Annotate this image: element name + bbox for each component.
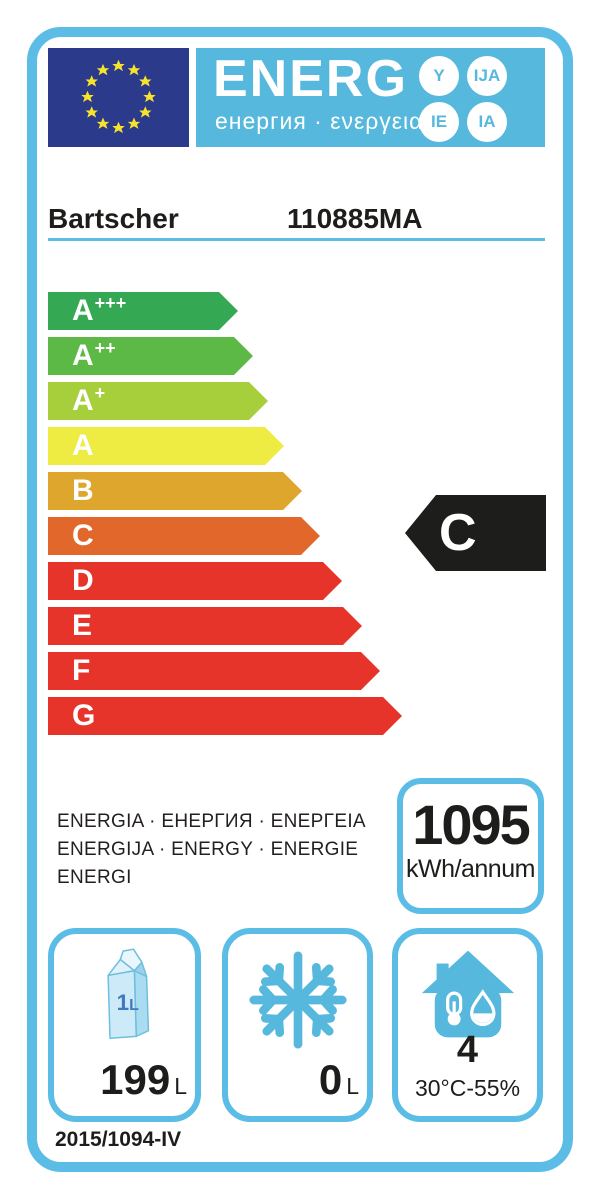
model-number: 110885MA [287, 203, 423, 234]
current-rating-arrow: C [405, 495, 546, 571]
rating-bar-b: B [48, 472, 302, 510]
snowflake-icon [248, 951, 347, 1049]
regulation-reference: 2015/1094-IV [55, 1128, 182, 1151]
language-suffix-badges: Y IJA IE IA [419, 56, 507, 142]
rating-bar-a-plus1: A + [48, 382, 268, 420]
suffix-badge-ie: IE [419, 102, 459, 142]
rating-bar-g: G [48, 697, 402, 735]
rating-bar-e: E [48, 607, 362, 645]
annual-consumption-box: 1095 kWh/annum [397, 778, 544, 914]
house-climate-icon [421, 950, 514, 1038]
suffix-badge-ia: IA [467, 102, 507, 142]
energy-header-panel: ENERG енергия · ενεργεια Y IJA IE IA [196, 48, 545, 147]
label-frame [27, 27, 573, 1172]
efficiency-scale: A +++ A ++ A + A B C D E F G [48, 292, 402, 742]
eu-stars [81, 59, 156, 134]
rating-bar-a: A [48, 427, 284, 465]
brand-name: Bartscher [48, 203, 179, 234]
energy-words-line2: ENERGIJA · ENERGY · ENERGIE [57, 839, 359, 860]
rating-bar-a-plus2: A ++ [48, 337, 253, 375]
rating-bar-f: F [48, 652, 380, 690]
rating-bar-a-plus3: A +++ [48, 292, 238, 330]
suffix-badge-y: Y [419, 56, 459, 96]
energy-word-list: ENERGIA · ЕНЕРГИЯ · ENEPΓEIA ENERGIJA · … [57, 808, 366, 892]
suffix-badge-ija: IJA [467, 56, 507, 96]
climate-class-box: 4 30°C-55% [392, 928, 543, 1122]
carton-volume-label: 1L [116, 990, 139, 1015]
energy-words-line1: ENERGIA · ЕНЕРГИЯ · ENEPΓEIA [57, 811, 366, 832]
energ-word-translations: енергия · ενεργεια [215, 108, 424, 134]
rating-bar-c: C [48, 517, 320, 555]
eu-flag [48, 48, 189, 147]
fridge-volume-value: 199 L [100, 1056, 187, 1103]
energ-word: ENERG [213, 50, 408, 108]
consumption-unit: kWh/annum [406, 855, 535, 883]
brand-divider [48, 238, 545, 241]
current-rating-letter: C [439, 504, 477, 562]
rating-bar-d: D [48, 562, 342, 600]
climate-range: 30°C-55% [414, 1075, 521, 1101]
milk-carton-icon: 1L [106, 948, 149, 1039]
consumption-value: 1095 [412, 793, 531, 856]
energy-words-line3: ENERGI [57, 867, 132, 888]
fridge-volume-box: 1L 199 L [48, 928, 201, 1122]
droplet-icon [469, 989, 495, 1026]
thermometer-icon [445, 991, 462, 1026]
climate-class-value: 4 [456, 1029, 479, 1071]
